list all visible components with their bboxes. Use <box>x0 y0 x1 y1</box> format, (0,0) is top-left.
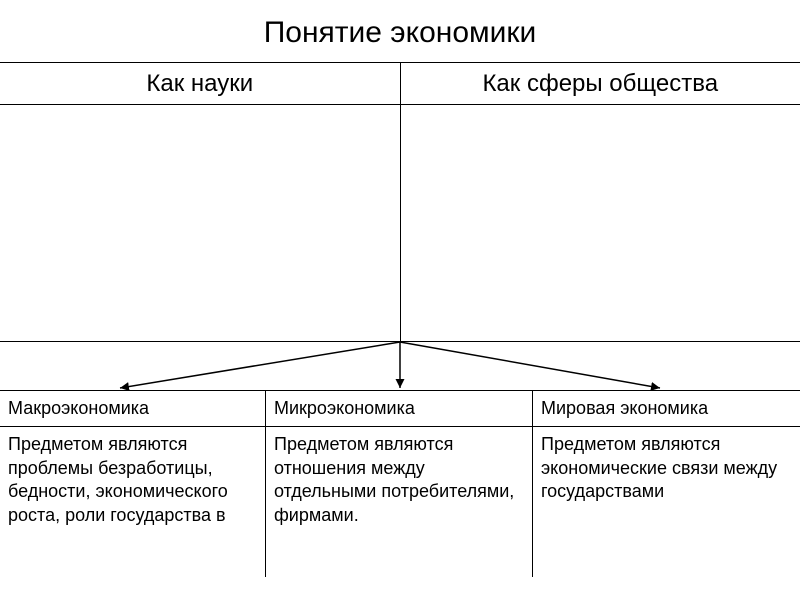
bottom-table-header-cell: Микроэкономика <box>266 391 533 426</box>
top-table-header-row: Как науки Как сферы общества <box>0 63 800 105</box>
arrows-svg <box>0 342 800 390</box>
top-table-cell <box>401 105 800 341</box>
page: Понятие экономики Как науки Как сферы об… <box>0 0 800 600</box>
bottom-table-header-cell: Макроэкономика <box>0 391 266 426</box>
top-table: Как науки Как сферы общества <box>0 62 800 342</box>
bottom-table-header-cell: Мировая экономика <box>533 391 800 426</box>
arrow-line <box>120 342 400 388</box>
arrow-group <box>120 342 660 388</box>
bottom-table-cell: Предметом являются проблемы безработицы,… <box>0 427 266 577</box>
bottom-table-body: Предметом являются проблемы безработицы,… <box>0 427 800 577</box>
arrow-line <box>400 342 660 388</box>
bottom-table-header-row: Макроэкономика Микроэкономика Мировая эк… <box>0 391 800 427</box>
top-table-header-cell: Как науки <box>0 63 401 104</box>
bottom-table-cell: Предметом являются отношения между отдел… <box>266 427 533 577</box>
bottom-table: Макроэкономика Микроэкономика Мировая эк… <box>0 390 800 577</box>
bottom-table-cell: Предметом являются экономические связи м… <box>533 427 800 577</box>
page-title: Понятие экономики <box>0 0 800 62</box>
table-row: Предметом являются проблемы безработицы,… <box>0 427 800 577</box>
top-table-header-cell: Как сферы общества <box>401 63 800 104</box>
top-table-body <box>0 105 800 341</box>
top-table-cell <box>0 105 401 341</box>
